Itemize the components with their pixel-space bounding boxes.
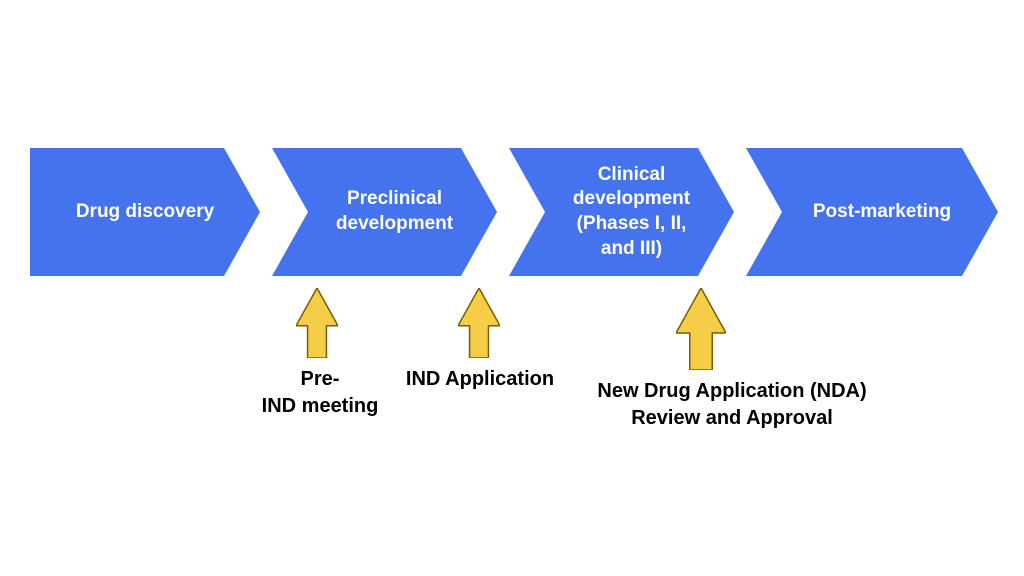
- process-stage-label: Preclinical development: [306, 187, 463, 236]
- milestone-arrow-icon: [458, 288, 500, 358]
- milestone-label: Pre- IND meeting: [255, 366, 385, 420]
- process-stage-chevron: Clinical development (Phases I, II, and …: [509, 148, 734, 276]
- milestone-arrow-icon: [296, 288, 338, 358]
- process-stage-chevron: Drug discovery: [30, 148, 260, 276]
- milestone-label: IND Application: [395, 366, 565, 393]
- milestone-arrow-icon: [676, 288, 726, 370]
- milestone-label: New Drug Application (NDA) Review and Ap…: [572, 378, 892, 432]
- process-stage-label: Clinical development (Phases I, II, and …: [543, 163, 700, 262]
- process-stage-chevron: Preclinical development: [272, 148, 497, 276]
- process-flow-row: Drug discovery Preclinical development Cli…: [30, 148, 998, 276]
- process-stage-chevron: Post-marketing: [746, 148, 998, 276]
- process-stage-label: Drug discovery: [66, 200, 224, 225]
- process-stage-label: Post-marketing: [783, 200, 961, 225]
